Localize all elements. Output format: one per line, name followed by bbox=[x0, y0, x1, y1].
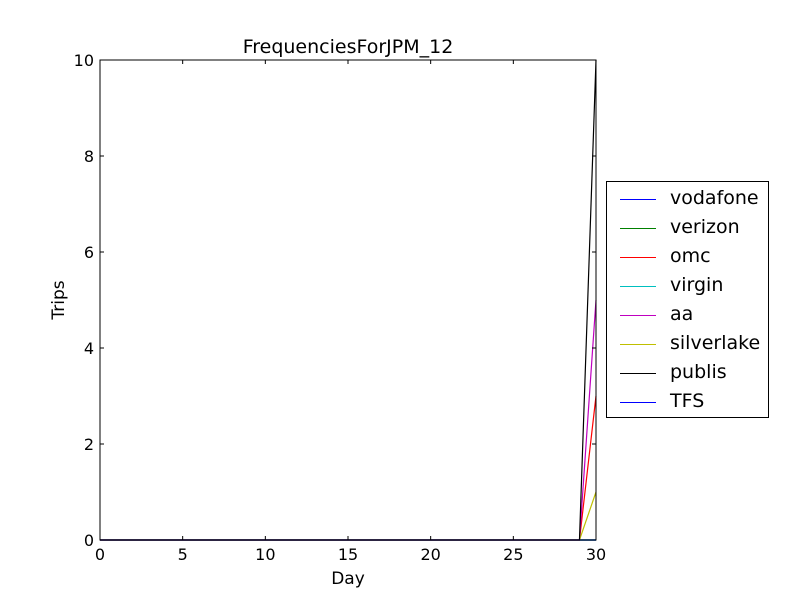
legend-label: virgin bbox=[670, 274, 724, 296]
x-tick-label: 15 bbox=[338, 545, 358, 564]
legend-swatch bbox=[620, 199, 656, 200]
plot-area bbox=[100, 60, 596, 540]
x-tick-label: 20 bbox=[420, 545, 440, 564]
legend-item-tfs: TFS bbox=[607, 388, 768, 417]
x-axis-label: Day bbox=[331, 569, 365, 589]
chart-title: FrequenciesForJPM_12 bbox=[243, 36, 454, 58]
legend-item-omc: omc bbox=[607, 243, 768, 272]
legend-swatch bbox=[620, 402, 656, 403]
x-tick-label: 10 bbox=[255, 545, 275, 564]
legend-label: aa bbox=[670, 303, 694, 325]
tick-layer: 0 5 10 15 20 25 30 0 2 4 6 8 10 bbox=[74, 51, 607, 564]
x-tick-label: 25 bbox=[503, 545, 523, 564]
plot-frame bbox=[99, 59, 597, 541]
legend-label: publis bbox=[670, 361, 727, 383]
y-tick-label: 10 bbox=[74, 51, 94, 70]
legend-label: omc bbox=[670, 245, 711, 267]
legend-item-silverlake: silverlake bbox=[607, 330, 768, 359]
legend-item-publis: publis bbox=[607, 359, 768, 388]
legend-label: TFS bbox=[670, 390, 705, 412]
y-tick-label: 4 bbox=[84, 339, 94, 358]
legend-swatch bbox=[620, 315, 656, 316]
x-tick-label: 5 bbox=[178, 545, 188, 564]
legend-swatch bbox=[620, 344, 656, 345]
legend-swatch bbox=[620, 373, 656, 374]
legend-item-verizon: verizon bbox=[607, 214, 768, 243]
y-tick-label: 0 bbox=[84, 531, 94, 550]
y-axis-label: Trips bbox=[49, 280, 69, 320]
legend-item-aa: aa bbox=[607, 301, 768, 330]
legend-label: silverlake bbox=[670, 332, 761, 354]
legend-label: vodafone bbox=[670, 187, 759, 209]
legend-swatch bbox=[620, 228, 656, 229]
legend-item-virgin: virgin bbox=[607, 272, 768, 301]
y-tick-label: 2 bbox=[84, 435, 94, 454]
legend-label: verizon bbox=[670, 216, 740, 238]
legend-swatch bbox=[620, 257, 656, 258]
legend-item-vodafone: vodafone bbox=[607, 185, 768, 214]
legend: vodafone verizon omc virgin aa silverlake publ… bbox=[606, 181, 769, 418]
x-tick-label: 0 bbox=[95, 545, 105, 564]
y-tick-label: 8 bbox=[84, 147, 94, 166]
x-tick-label: 30 bbox=[586, 545, 606, 564]
legend-swatch bbox=[620, 286, 656, 287]
y-tick-label: 6 bbox=[84, 243, 94, 262]
